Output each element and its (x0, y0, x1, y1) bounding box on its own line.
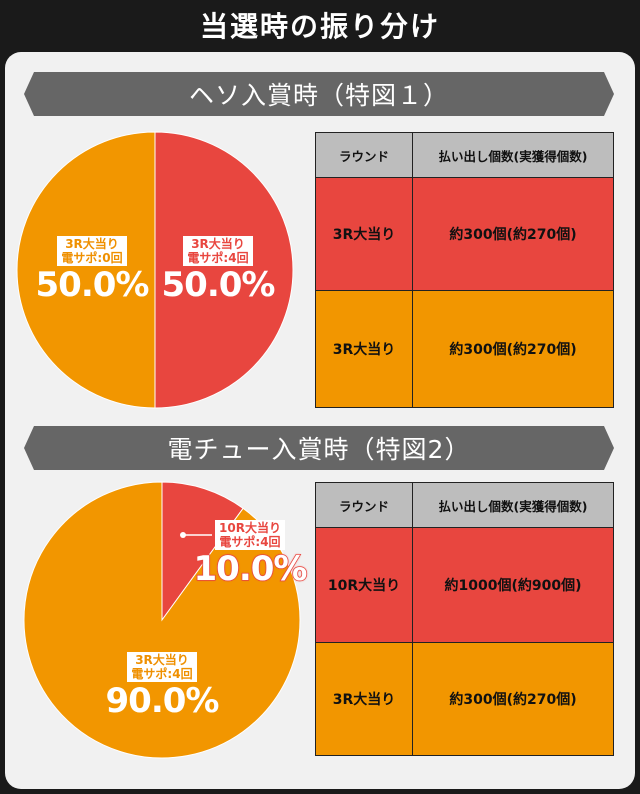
pie2-slice-2 (23, 481, 301, 759)
pie2-slice-label-red: 10R大当り 電サポ:4回 10.0% (192, 520, 308, 589)
table1-header-payout: 払い出し個数(実獲得個数) (412, 132, 614, 178)
table-row: 3R大当り 約300個(約270個) (315, 290, 614, 408)
table1-row1-round: 3R大当り (315, 177, 413, 291)
table2-header-payout: 払い出し個数(実獲得個数) (412, 482, 614, 528)
pie2-orange-line1: 3R大当り (135, 653, 189, 667)
pie1-slice-label-orange: 3R大当り 電サポ:0回 50.0% (34, 236, 150, 304)
pie1-slice-label-red: 3R大当り 電サポ:4回 50.0% (160, 236, 276, 304)
table2-row1-round: 10R大当り (315, 527, 413, 643)
pie1-orange-value: 50.0% (35, 265, 150, 305)
pie2-orange-line2: 電サポ:4回 (131, 667, 193, 681)
pie1-red-line1: 3R大当り (191, 237, 245, 251)
pie2-orange-value: 90.0% (105, 681, 220, 721)
pie2-slice-label-orange: 3R大当り 電サポ:4回 90.0% (104, 652, 220, 720)
pie2-red-value: 10.0% (193, 549, 308, 589)
section-header-heso: ヘソ入賞時（特図１） (24, 72, 614, 116)
section-header-denchu: 電チュー入賞時（特図2） (24, 426, 614, 470)
table1-row2-round: 3R大当り (315, 290, 413, 408)
table2-row2-payout: 約300個(約270個) (412, 642, 614, 756)
table2-row2-round: 3R大当り (315, 642, 413, 756)
pie1-red-line2: 電サポ:4回 (187, 251, 249, 265)
pie1-orange-line1: 3R大当り (65, 237, 119, 251)
pie2-red-line2: 電サポ:4回 (219, 535, 281, 549)
pie1-orange-line2: 電サポ:0回 (61, 251, 123, 265)
page-title: 当選時の振り分け (199, 10, 440, 43)
table2-header-round: ラウンド (315, 482, 413, 528)
table-row: 3R大当り 約300個(約270個) (315, 642, 614, 756)
pie2-slice-1 (161, 481, 244, 622)
pie2-red-line1: 10R大当り (219, 521, 281, 535)
table1-header-round: ラウンド (315, 132, 413, 178)
pie1-slice-2 (16, 131, 156, 409)
table-row: 3R大当り 約300個(約270個) (315, 177, 614, 291)
table1-row1-payout: 約300個(約270個) (412, 177, 614, 291)
payout-table-denchu: ラウンド 払い出し個数(実獲得個数) 10R大当り 約1000個(約900個) … (315, 482, 614, 756)
table2-row1-payout: 約1000個(約900個) (412, 527, 614, 643)
payout-table-heso: ラウンド 払い出し個数(実獲得個数) 3R大当り 約300個(約270個) 3R… (315, 132, 614, 408)
pie1-slice-1 (154, 131, 294, 409)
table-row: 10R大当り 約1000個(約900個) (315, 527, 614, 643)
pie1-red-value: 50.0% (161, 265, 276, 305)
table1-row2-payout: 約300個(約270個) (412, 290, 614, 408)
